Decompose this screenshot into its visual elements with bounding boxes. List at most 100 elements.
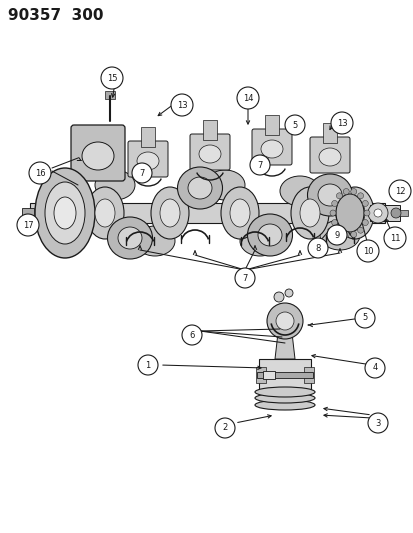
Ellipse shape — [54, 197, 76, 229]
Text: 1: 1 — [145, 360, 150, 369]
Circle shape — [284, 115, 304, 135]
Ellipse shape — [247, 214, 292, 256]
Circle shape — [354, 308, 374, 328]
Ellipse shape — [319, 220, 359, 250]
Ellipse shape — [254, 387, 314, 397]
Ellipse shape — [159, 199, 180, 227]
Ellipse shape — [254, 393, 314, 403]
Ellipse shape — [188, 177, 211, 199]
Text: 16: 16 — [35, 168, 45, 177]
Ellipse shape — [299, 199, 319, 227]
Circle shape — [235, 268, 254, 288]
Bar — [105, 91, 115, 99]
Ellipse shape — [230, 199, 249, 227]
Ellipse shape — [137, 152, 159, 170]
Circle shape — [236, 87, 259, 109]
Bar — [392, 210, 407, 216]
Circle shape — [350, 231, 356, 237]
Circle shape — [367, 203, 387, 223]
Text: 13: 13 — [336, 118, 347, 127]
Circle shape — [182, 325, 202, 345]
Bar — [262, 371, 274, 379]
Circle shape — [342, 231, 349, 237]
Bar — [256, 372, 312, 378]
Ellipse shape — [35, 168, 95, 258]
Text: 7: 7 — [242, 273, 247, 282]
Circle shape — [357, 227, 363, 233]
Circle shape — [275, 312, 293, 330]
Ellipse shape — [95, 170, 135, 200]
Text: 10: 10 — [362, 246, 373, 255]
FancyBboxPatch shape — [309, 137, 349, 173]
Ellipse shape — [45, 182, 85, 244]
Text: 7: 7 — [257, 160, 262, 169]
Ellipse shape — [221, 187, 259, 239]
Circle shape — [307, 238, 327, 258]
Text: 5: 5 — [361, 313, 367, 322]
Circle shape — [373, 209, 381, 217]
Bar — [259, 359, 310, 393]
Circle shape — [357, 193, 363, 199]
Circle shape — [29, 162, 51, 184]
Circle shape — [284, 289, 292, 297]
Ellipse shape — [257, 224, 281, 246]
Bar — [141, 127, 154, 147]
Circle shape — [249, 155, 269, 175]
Text: 7: 7 — [139, 168, 144, 177]
Bar — [369, 205, 399, 221]
Polygon shape — [274, 333, 294, 359]
Ellipse shape — [118, 227, 142, 249]
Text: 12: 12 — [394, 187, 404, 196]
FancyBboxPatch shape — [190, 134, 230, 170]
Circle shape — [214, 418, 235, 438]
Circle shape — [361, 200, 368, 206]
Text: 8: 8 — [315, 244, 320, 253]
Ellipse shape — [177, 167, 222, 209]
Text: 9: 9 — [334, 230, 339, 239]
Ellipse shape — [240, 226, 279, 256]
Ellipse shape — [290, 187, 328, 239]
Ellipse shape — [199, 145, 221, 163]
Ellipse shape — [135, 226, 175, 256]
Circle shape — [350, 189, 356, 195]
Ellipse shape — [95, 199, 115, 227]
Circle shape — [364, 358, 384, 378]
Text: 3: 3 — [375, 418, 380, 427]
Ellipse shape — [335, 194, 363, 232]
Bar — [303, 367, 313, 383]
Ellipse shape — [204, 170, 244, 200]
Circle shape — [17, 214, 39, 236]
Ellipse shape — [82, 142, 114, 170]
Circle shape — [273, 292, 283, 302]
Circle shape — [326, 225, 346, 245]
Ellipse shape — [86, 187, 124, 239]
Ellipse shape — [151, 187, 189, 239]
Circle shape — [266, 303, 302, 339]
Ellipse shape — [254, 400, 314, 410]
Circle shape — [336, 193, 342, 199]
Bar — [202, 120, 216, 140]
Ellipse shape — [335, 187, 373, 239]
Ellipse shape — [317, 184, 341, 206]
Circle shape — [331, 200, 337, 206]
Text: 5: 5 — [292, 120, 297, 130]
Bar — [264, 115, 278, 135]
Text: 11: 11 — [389, 233, 399, 243]
Circle shape — [342, 189, 349, 195]
Circle shape — [336, 227, 342, 233]
Circle shape — [331, 220, 337, 225]
Circle shape — [330, 112, 352, 134]
Ellipse shape — [307, 174, 351, 216]
Text: 15: 15 — [107, 74, 117, 83]
Ellipse shape — [318, 148, 340, 166]
Text: 14: 14 — [242, 93, 253, 102]
Ellipse shape — [260, 140, 282, 158]
Bar — [255, 367, 266, 383]
Ellipse shape — [344, 199, 364, 227]
Circle shape — [363, 210, 369, 216]
Circle shape — [138, 355, 158, 375]
Text: 4: 4 — [371, 364, 377, 373]
Text: 13: 13 — [176, 101, 187, 109]
Ellipse shape — [279, 176, 319, 206]
Text: 17: 17 — [23, 221, 33, 230]
